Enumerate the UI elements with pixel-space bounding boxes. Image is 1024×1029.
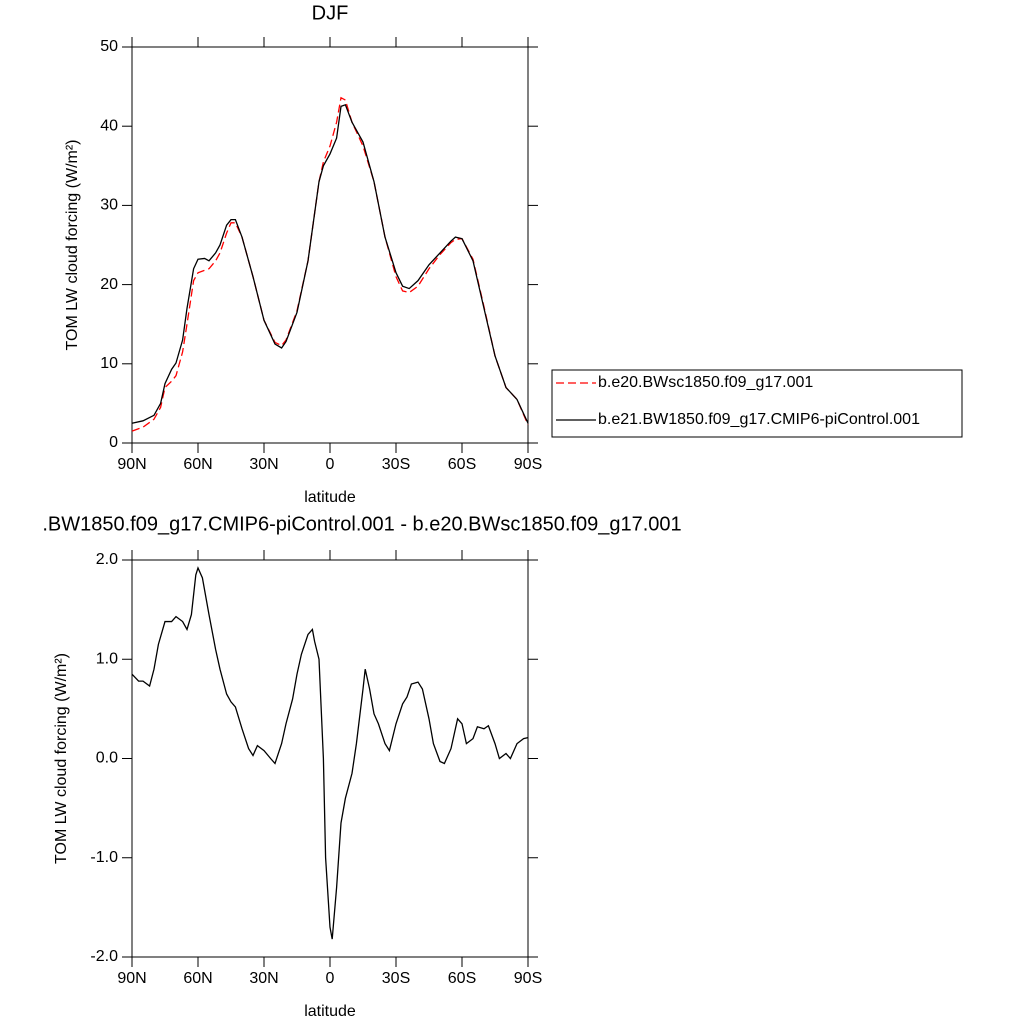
x-tick-label: 60N — [183, 970, 212, 987]
plot-frame — [131, 46, 529, 444]
legend-box — [551, 369, 963, 438]
legend-label: b.e20.BWsc1850.f09_g17.001 — [598, 374, 813, 391]
series-line — [131, 103, 529, 424]
x-tick-label: 0 — [326, 456, 335, 473]
y-tick-label: 40 — [100, 117, 118, 134]
y-tick-label: 0 — [109, 434, 118, 451]
y-tick-label: -2.0 — [90, 948, 118, 965]
x-tick-label: 30N — [249, 970, 278, 987]
x-axis-label: latitude — [304, 489, 356, 506]
y-tick-label: 10 — [100, 355, 118, 372]
plot-frame — [131, 559, 529, 958]
x-axis-label: latitude — [304, 1003, 356, 1020]
y-tick-label: 50 — [100, 38, 118, 55]
chart-title: .BW1850.f09_g17.CMIP6-piControl.001 - b.… — [42, 513, 681, 535]
x-tick-label: 90S — [514, 970, 542, 987]
chart-title: DJF — [312, 2, 349, 24]
y-tick-label: 30 — [100, 197, 118, 214]
y-axis-label: TOM LW cloud forcing (W/m²) — [53, 653, 70, 864]
x-tick-label: 90S — [514, 456, 542, 473]
x-tick-label: 0 — [326, 970, 335, 987]
x-tick-label: 60S — [448, 970, 476, 987]
series-line — [131, 566, 529, 940]
y-tick-label: -1.0 — [90, 849, 118, 866]
x-tick-label: 30S — [382, 456, 410, 473]
y-tick-label: 20 — [100, 276, 118, 293]
x-tick-label: 90N — [117, 970, 146, 987]
x-tick-label: 30S — [382, 970, 410, 987]
x-tick-label: 60N — [183, 456, 212, 473]
y-tick-label: 2.0 — [96, 551, 118, 568]
y-tick-label: 1.0 — [96, 650, 118, 667]
legend-label: b.e21.BW1850.f09_g17.CMIP6-piControl.001 — [598, 411, 920, 428]
x-tick-label: 60S — [448, 456, 476, 473]
x-tick-label: 90N — [117, 456, 146, 473]
series-line — [131, 96, 529, 432]
y-axis-label: TOM LW cloud forcing (W/m²) — [64, 140, 81, 351]
x-tick-label: 30N — [249, 456, 278, 473]
y-tick-label: 0.0 — [96, 750, 118, 767]
